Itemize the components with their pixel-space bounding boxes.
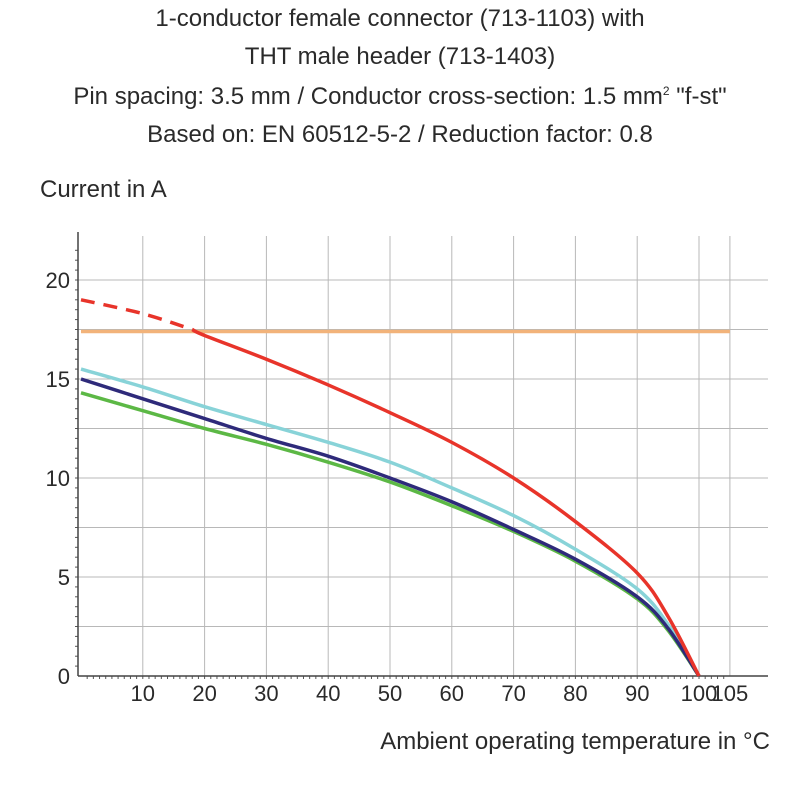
y-tick-label: 0 [58,664,70,689]
title-line-3: Pin spacing: 3.5 mm / Conductor cross-se… [0,80,800,114]
x-tick-label: 10 [131,681,155,706]
x-tick-label: 20 [192,681,216,706]
y-axis-label: Current in A [40,176,167,203]
y-tick-label: 15 [46,367,70,392]
x-tick-label: 70 [501,681,525,706]
title-line-4: Based on: EN 60512-5-2 / Reduction facto… [147,121,653,148]
x-tick-label: 105 [712,681,749,706]
x-axis-label: Ambient operating temperature in °C [380,728,770,755]
x-tick-label: 90 [625,681,649,706]
series-line-2 [80,367,701,677]
x-tick-label: 50 [378,681,402,706]
x-tick-label: 40 [316,681,340,706]
series-line-3 [80,377,701,677]
title-line-1: 1-conductor female connector (713-1103) … [155,5,645,32]
y-tick-label: 5 [58,565,70,590]
x-tick-label: 30 [254,681,278,706]
title-line-3-superscript: 2 [662,84,670,98]
x-tick-label: 60 [440,681,464,706]
title-line-2: THT male header (713-1403) [244,43,556,70]
x-tick-label: 100 [681,681,718,706]
title-line-3-main: Pin spacing: 3.5 mm / Conductor cross-se… [73,83,663,110]
title-line-3-tail: "f-st" [669,83,727,110]
x-tick-label: 80 [563,681,587,706]
y-tick-label: 10 [46,466,70,491]
y-tick-label: 20 [46,268,70,293]
series-line-0-dashed [80,298,193,332]
series-line-0 [191,327,701,677]
